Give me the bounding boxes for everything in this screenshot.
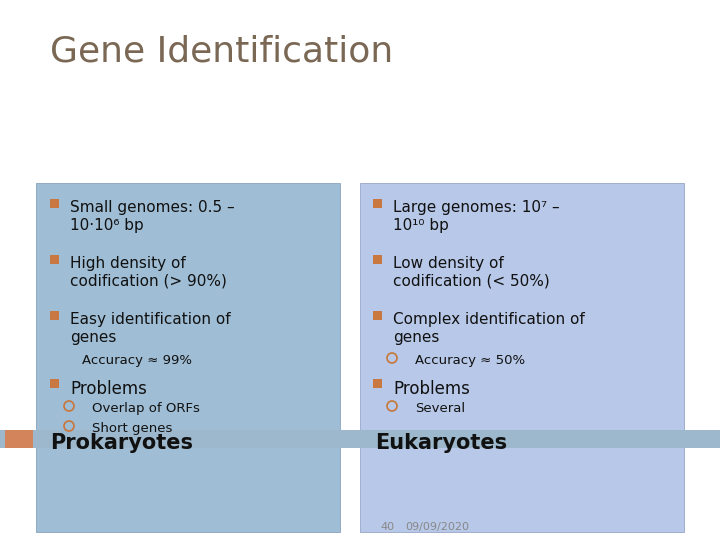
- Bar: [373, 379, 382, 388]
- Text: Prokaryotes: Prokaryotes: [50, 433, 193, 453]
- Text: Short genes: Short genes: [92, 422, 172, 435]
- Text: codification (< 50%): codification (< 50%): [393, 274, 550, 289]
- Text: 09/09/2020: 09/09/2020: [405, 522, 469, 532]
- Bar: [5, 430, 33, 448]
- Bar: [50, 311, 59, 320]
- Text: genes: genes: [393, 330, 439, 345]
- Text: Large genomes: 10⁷ –: Large genomes: 10⁷ –: [393, 200, 559, 215]
- Text: codification (> 90%): codification (> 90%): [70, 274, 227, 289]
- Bar: [373, 199, 382, 208]
- Bar: [373, 255, 382, 264]
- Text: genes: genes: [70, 330, 117, 345]
- Bar: [0, 430, 720, 448]
- Text: Problems: Problems: [70, 380, 147, 398]
- Text: Gene Identification: Gene Identification: [50, 35, 393, 69]
- Bar: [50, 379, 59, 388]
- FancyBboxPatch shape: [360, 183, 684, 532]
- Bar: [373, 311, 382, 320]
- Text: Easy identification of: Easy identification of: [70, 312, 230, 327]
- Bar: [50, 199, 59, 208]
- FancyBboxPatch shape: [36, 183, 340, 532]
- Text: 10¹⁰ bp: 10¹⁰ bp: [393, 218, 449, 233]
- Text: 40: 40: [380, 522, 394, 532]
- Text: Problems: Problems: [393, 380, 470, 398]
- Text: Accuracy ≈ 50%: Accuracy ≈ 50%: [415, 354, 525, 367]
- Text: Accuracy ≈ 99%: Accuracy ≈ 99%: [82, 354, 192, 367]
- Text: Complex identification of: Complex identification of: [393, 312, 585, 327]
- Text: Eukaryotes: Eukaryotes: [375, 433, 507, 453]
- Bar: [50, 255, 59, 264]
- Text: Low density of: Low density of: [393, 256, 504, 271]
- Text: Small genomes: 0.5 –: Small genomes: 0.5 –: [70, 200, 235, 215]
- Text: 10·10⁶ bp: 10·10⁶ bp: [70, 218, 144, 233]
- Text: Overlap of ORFs: Overlap of ORFs: [92, 402, 200, 415]
- Text: Several: Several: [415, 402, 465, 415]
- Text: High density of: High density of: [70, 256, 186, 271]
